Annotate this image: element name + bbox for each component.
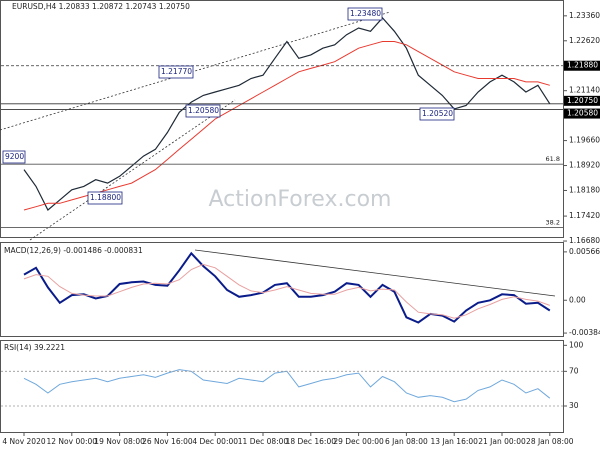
y-tick-label: 1.18920: [569, 161, 600, 170]
annotation: 1.21770: [161, 67, 192, 76]
y-tick-label: 30: [569, 401, 579, 410]
fib-label: 61.8: [546, 155, 560, 163]
macd-title: MACD(12,26,9) -0.001486 -0.000831: [4, 246, 143, 255]
annotation: 1.18800: [90, 193, 121, 202]
annotation-box: [158, 65, 194, 79]
y-tick-label: 1.17420: [569, 211, 600, 220]
y-tick-label: 0.00: [569, 295, 586, 304]
series-line: [23, 41, 550, 211]
x-tick-label: 13 Jan 16:00: [430, 437, 478, 446]
x-tick-label: 21 Jan 00:00: [478, 437, 526, 446]
y-tick-label: 70: [569, 366, 579, 375]
annotation-box: [347, 7, 383, 21]
y-tick-label: 0.005661: [569, 247, 600, 256]
annotation-box: [185, 104, 221, 118]
y-tick-label: 1.16680: [569, 236, 600, 245]
x-tick-label: 6 Jan 08:00: [385, 437, 428, 446]
y-tick-label: 1.23360: [569, 11, 600, 20]
macd-pane: [0, 242, 564, 337]
level-label-bg: [564, 108, 600, 119]
level-label: 1.20580: [567, 109, 598, 118]
macd-trendline: [194, 249, 556, 297]
channel-line: [29, 99, 236, 241]
x-tick-label: 4 Dec 00:00: [192, 437, 238, 446]
y-tick-label: 1.19660: [569, 136, 600, 145]
chart-title: EURUSD,H4 1.20833 1.20872 1.20743 1.2075…: [12, 2, 190, 11]
annotation-box: [2, 150, 26, 164]
watermark: ActionForex.com: [209, 187, 392, 212]
series-line: [23, 16, 551, 211]
x-tick-label: 18 Dec 16:00: [286, 437, 337, 446]
y-tick-label: 1.22620: [569, 36, 600, 45]
x-tick-label: 26 Nov 16:00: [142, 437, 193, 446]
annotation: 1.23480: [350, 9, 381, 18]
x-tick-label: 12 Nov 00:00: [47, 437, 98, 446]
level-label: 1.21880: [567, 61, 598, 70]
x-tick-label: 11 Dec 08:00: [238, 437, 289, 446]
x-tick-label: 4 Nov 2020: [2, 437, 45, 446]
annotation: 1.20580: [188, 106, 219, 115]
y-tick-label: 1.18180: [569, 185, 600, 194]
series-line: [23, 263, 550, 319]
x-tick-label: 28 Jan 08:00: [526, 437, 574, 446]
rsi-pane: [0, 340, 564, 433]
level-label-bg: [564, 60, 600, 71]
level-label-bg: [564, 95, 600, 106]
annotation-box: [419, 107, 455, 121]
x-tick-label: 29 Dec 00:00: [333, 437, 384, 446]
x-tick-label: 19 Nov 08:00: [94, 437, 145, 446]
annotation-box: [87, 191, 123, 205]
rsi-title: RSI(14) 39.2221: [4, 343, 65, 352]
series-line: [23, 251, 551, 324]
level-label: 1.20750: [567, 96, 598, 105]
annotation: 1.20520: [422, 109, 453, 118]
annotation: 9200: [5, 152, 24, 161]
y-tick-label: 1.21140: [569, 86, 600, 95]
y-tick-label: -0.00384: [569, 328, 600, 337]
fib-label: 38.2: [546, 219, 560, 227]
y-tick-label: 100: [569, 340, 584, 349]
